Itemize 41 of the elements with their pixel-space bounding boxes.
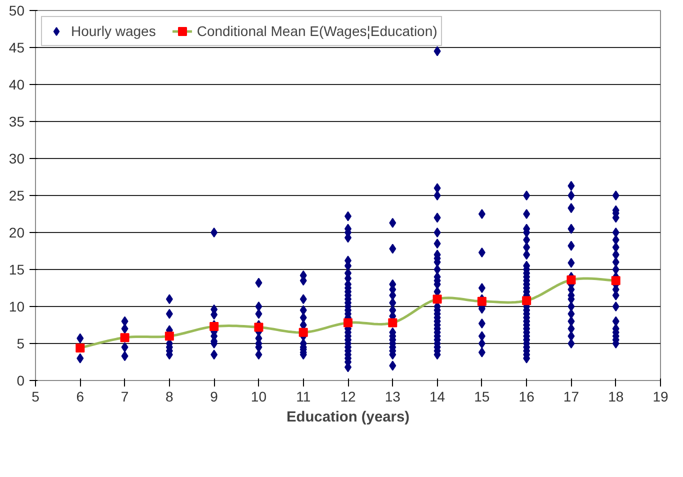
y-tick-label: 35: [8, 114, 25, 130]
point: [120, 333, 130, 342]
x-tick-label: 19: [652, 388, 668, 404]
point: [298, 328, 308, 337]
x-tick-label: 8: [166, 388, 174, 404]
x-tick-label: 7: [120, 388, 129, 404]
point: [344, 318, 352, 328]
point: [566, 275, 576, 284]
x-tick-label: 15: [474, 388, 490, 404]
y-tick-label: 25: [8, 188, 25, 204]
point: [477, 296, 486, 306]
y-tick-label: 50: [8, 2, 25, 18]
point: [611, 276, 620, 286]
x-axis-title: Education (years): [286, 410, 410, 426]
y-tick-label: 20: [8, 224, 25, 240]
y-tick-label: 10: [8, 298, 25, 314]
y-tick-label: 5: [16, 336, 25, 352]
y-tick-label: 0: [16, 372, 25, 388]
legend-label: Hourly wages: [71, 23, 156, 39]
x-tick-label: 17: [563, 388, 580, 404]
point: [432, 294, 442, 304]
legend-label: Conditional Mean E(Wages¦Education): [196, 23, 438, 39]
point: [76, 343, 85, 352]
x-tick-label: 18: [608, 388, 624, 404]
x-tick-label: 5: [32, 388, 40, 404]
x-tick-label: 10: [250, 388, 267, 404]
x-tick-label: 13: [384, 388, 401, 404]
y-tick-label: 15: [8, 262, 25, 278]
x-tick-label: 16: [518, 388, 535, 404]
x-tick-label: 11: [296, 388, 311, 404]
point: [164, 332, 174, 341]
y-tick-label: 45: [8, 40, 25, 56]
y-tick-label: 40: [8, 76, 25, 92]
x-tick-label: 6: [76, 388, 84, 404]
point: [522, 296, 532, 306]
point: [388, 318, 398, 328]
x-tick-label: 9: [210, 388, 218, 404]
y-tick-label: 30: [8, 150, 25, 166]
point: [254, 322, 264, 332]
x-tick-label: 14: [430, 388, 446, 404]
x-tick-label: 12: [340, 388, 356, 404]
